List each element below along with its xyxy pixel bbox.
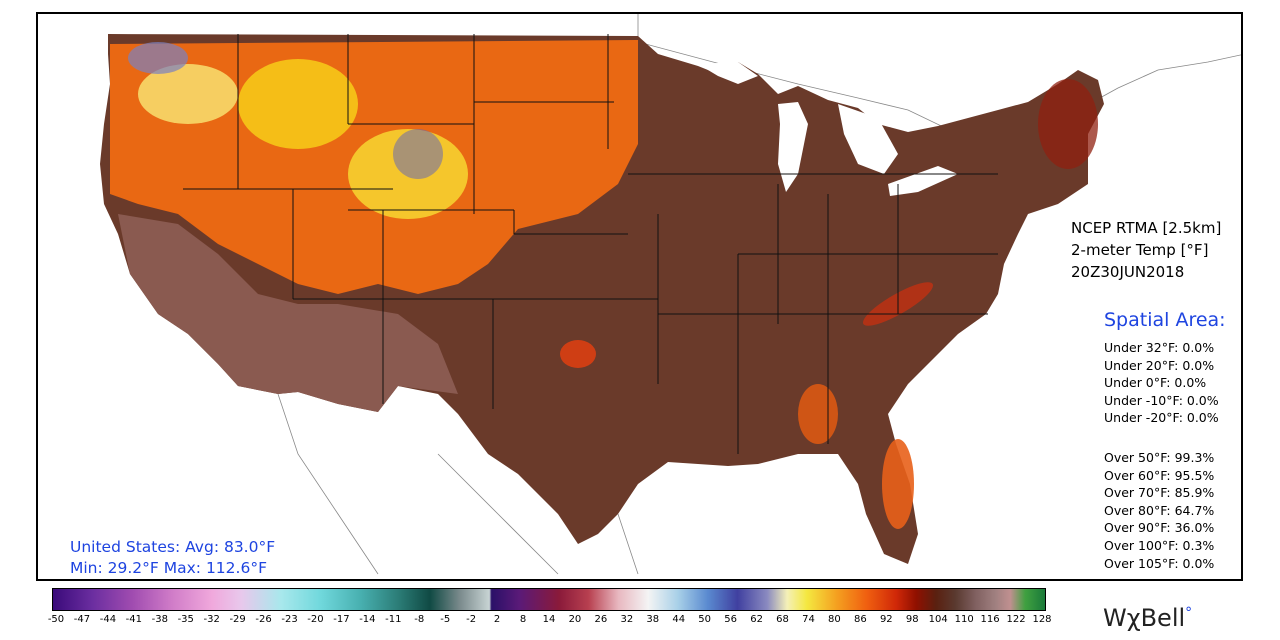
colorbar-tick-label: 104 bbox=[928, 614, 948, 625]
colorbar-tick-label: -41 bbox=[125, 614, 142, 625]
colorbar-tick-label: 122 bbox=[1006, 614, 1026, 625]
colorbar-tick-label: 50 bbox=[698, 614, 712, 625]
colorbar-tick-label: 2 bbox=[493, 614, 501, 625]
colorbar-tick-label: 110 bbox=[954, 614, 974, 625]
colorbar-tick-label: -5 bbox=[440, 614, 451, 625]
product-info: NCEP RTMA [2.5km] 2-meter Temp [°F] 20Z3… bbox=[1071, 217, 1221, 283]
temperature-colorbar bbox=[52, 588, 1046, 611]
texas-hot-patch bbox=[560, 340, 596, 368]
colorbar-tick-label: 98 bbox=[905, 614, 919, 625]
colorbar-tick-label: -29 bbox=[229, 614, 246, 625]
spatial-area-title: Spatial Area: bbox=[1104, 309, 1226, 331]
colorbar-tick-label: 116 bbox=[980, 614, 1000, 625]
colorbar-tick-label: -47 bbox=[73, 614, 91, 625]
colorbar-tick-label: 38 bbox=[646, 614, 660, 625]
us-temperature-map-graphic bbox=[100, 14, 1241, 575]
product-name: NCEP RTMA [2.5km] bbox=[1071, 219, 1222, 237]
colorbar-tick-label: -38 bbox=[151, 614, 168, 625]
spatial-area-panel: Spatial Area: Under 32°F: 0.0% Under 20°… bbox=[1104, 309, 1226, 572]
colorbar-tick-label: 74 bbox=[802, 614, 815, 625]
over-105-stat: Over 105°F: 0.0% bbox=[1104, 555, 1215, 571]
colorbar-tick-label: -44 bbox=[99, 614, 117, 625]
us-min-max: Min: 29.2°F Max: 112.6°F bbox=[70, 559, 267, 577]
colorbar-tick-label: 20 bbox=[568, 614, 582, 625]
variable-name: 2-meter Temp [°F] bbox=[1071, 241, 1209, 259]
colorbar-tick-label: -11 bbox=[385, 614, 402, 625]
colorbar-tick-label: -32 bbox=[203, 614, 220, 625]
us-summary-stats: United States: Avg: 83.0°F Min: 29.2°F M… bbox=[70, 537, 275, 579]
southwest-desert bbox=[118, 214, 458, 412]
colorbar-tick-label: 8 bbox=[519, 614, 527, 625]
logo-dot-icon: ° bbox=[1185, 605, 1193, 621]
over-90-stat: Over 90°F: 36.0% bbox=[1104, 520, 1215, 536]
colorbar-tick-label: 32 bbox=[620, 614, 634, 625]
lake-michigan bbox=[778, 102, 808, 192]
colorbar-tick-label: -50 bbox=[47, 614, 65, 625]
colorbar-tick-label: -14 bbox=[359, 614, 376, 625]
us-average: United States: Avg: 83.0°F bbox=[70, 538, 276, 556]
new-england-patch bbox=[1038, 79, 1098, 169]
colorbar-tick-label: 56 bbox=[724, 614, 737, 625]
under-0-stat: Under 0°F: 0.0% bbox=[1104, 375, 1207, 391]
colorbar-tick-label: -17 bbox=[333, 614, 350, 625]
bighorn-cold-patch bbox=[393, 129, 443, 179]
colorbar-tick-label: 62 bbox=[750, 614, 763, 625]
montana-cool-patch bbox=[238, 59, 358, 149]
cascade-cold-patch bbox=[128, 42, 188, 74]
under-minus10-stat: Under -10°F: 0.0% bbox=[1104, 392, 1219, 408]
colorbar-tick-label: -2 bbox=[466, 614, 477, 625]
colorbar-tick-label: -23 bbox=[281, 614, 298, 625]
mexico-outline bbox=[277, 393, 639, 575]
under-minus20-stat: Under -20°F: 0.0% bbox=[1104, 410, 1219, 426]
over-70-stat: Over 70°F: 85.9% bbox=[1104, 485, 1215, 501]
colorbar-tick-label: 128 bbox=[1032, 614, 1052, 625]
colorbar-tick-label: -35 bbox=[177, 614, 194, 625]
alabama-warm-patch bbox=[798, 384, 838, 444]
temperature-map bbox=[36, 12, 1243, 581]
colorbar-tick-label: 92 bbox=[879, 614, 893, 625]
weatherbell-logo: WχBell° bbox=[1103, 604, 1192, 632]
colorbar-tick-label: 86 bbox=[853, 614, 867, 625]
colorbar-tick-label: 80 bbox=[828, 614, 841, 625]
over-100-stat: Over 100°F: 0.3% bbox=[1104, 537, 1215, 553]
logo-text: WχBell bbox=[1103, 604, 1186, 632]
over-80-stat: Over 80°F: 64.7% bbox=[1104, 502, 1215, 518]
colorbar-tick-label: -20 bbox=[307, 614, 324, 625]
over-60-stat: Over 60°F: 95.5% bbox=[1104, 467, 1215, 483]
colorbar-tick-label: 68 bbox=[776, 614, 789, 625]
lake-huron bbox=[838, 104, 898, 174]
idaho-cool-patch bbox=[138, 64, 238, 124]
over-50-stat: Over 50°F: 99.3% bbox=[1104, 449, 1215, 465]
colorbar-tick-label: 44 bbox=[672, 614, 686, 625]
colorbar-tick-label: 26 bbox=[594, 614, 608, 625]
colorbar-tick-label: -8 bbox=[414, 614, 425, 625]
colorbar-tick-label: -26 bbox=[255, 614, 272, 625]
lake-superior bbox=[698, 62, 758, 84]
under-20-stat: Under 20°F: 0.0% bbox=[1104, 357, 1215, 373]
valid-time: 20Z30JUN2018 bbox=[1071, 263, 1185, 281]
state-borders bbox=[183, 34, 998, 454]
under-32-stat: Under 32°F: 0.0% bbox=[1104, 340, 1215, 355]
florida-warm-patch bbox=[882, 439, 914, 529]
colorbar-tick-label: 14 bbox=[542, 614, 556, 625]
